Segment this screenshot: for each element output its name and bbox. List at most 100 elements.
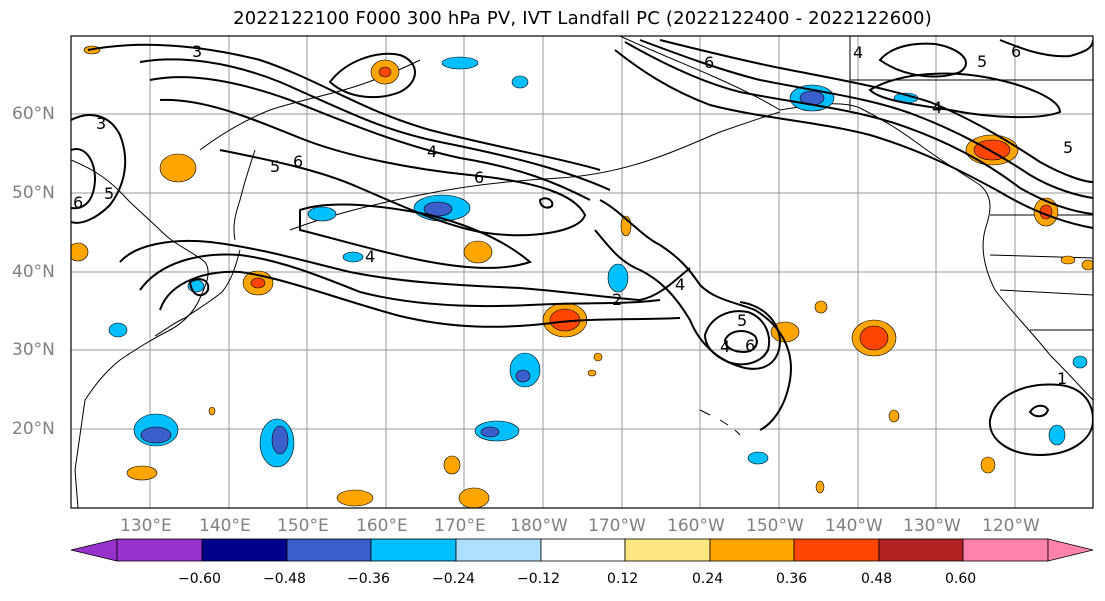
- lat-label: 50°N: [12, 183, 55, 203]
- contour-line: [139, 253, 661, 308]
- colorbar-swatch: [624, 538, 711, 562]
- colorbar-extend-low: [70, 538, 118, 562]
- colorbar-swatch: [540, 538, 626, 562]
- lon-label: 130°E: [120, 516, 172, 536]
- lon-label: 160°W: [667, 516, 725, 536]
- colorbar-swatch: [286, 538, 372, 562]
- pv-blob: [747, 451, 769, 465]
- colorbar-tick: −0.60: [178, 571, 221, 587]
- contour-line: [71, 114, 127, 224]
- pv-blob: [71, 242, 89, 262]
- contour-line: [878, 42, 967, 78]
- kamchatka: [233, 149, 256, 241]
- contour-line: [659, 39, 1093, 183]
- colorbar-swatch: [962, 538, 1049, 562]
- colorbar-tick: −0.48: [263, 571, 306, 587]
- contour-line: [703, 310, 770, 366]
- pv-blob: [973, 139, 1011, 161]
- contour-label: 4: [675, 275, 685, 294]
- pv-blob: [980, 456, 996, 474]
- pv-blob: [307, 206, 337, 222]
- lat-label: 20°N: [12, 419, 55, 439]
- pv-blob: [441, 56, 479, 70]
- pv-blob: [458, 487, 490, 508]
- contour-line: [299, 203, 533, 269]
- pv-blob: [140, 426, 172, 444]
- map-title: 2022122100 F000 300 hPa PV, IVT Landfall…: [233, 8, 932, 29]
- ivt-contours: [71, 39, 1093, 457]
- contour-line: [999, 39, 1093, 58]
- colorbar-swatch: [878, 538, 964, 562]
- contour-line: [1028, 404, 1050, 418]
- pv-blob: [1072, 355, 1088, 369]
- pv-blob: [378, 66, 392, 78]
- contour-label: 5: [737, 311, 747, 330]
- colorbar-tick: −0.24: [432, 571, 475, 587]
- hawaii: [699, 409, 741, 436]
- pv-blob: [208, 406, 216, 416]
- contour-label: 6: [293, 152, 303, 171]
- contour-label-group: 3 3 5 6 4 6 5 6 4 2 4 5 6 4 6 6 4 5 4 5 …: [73, 42, 1073, 388]
- contour-line: [538, 197, 554, 209]
- lon-label: 170°E: [434, 516, 486, 536]
- colorbar-tick: 0.36: [776, 571, 808, 587]
- colorbar-swatch: [201, 538, 288, 562]
- pv-blob: [587, 369, 597, 377]
- lon-label: 180°W: [510, 516, 568, 536]
- contour-label: 6: [73, 193, 83, 212]
- lon-label: 150°W: [746, 516, 804, 536]
- contour-label: 4: [427, 142, 437, 161]
- contour-line: [149, 76, 591, 201]
- pv-blob: [126, 465, 158, 481]
- contour-line: [599, 199, 792, 431]
- contour-label: 5: [1063, 138, 1073, 157]
- contour-label: 5: [977, 52, 987, 71]
- pv-blob: [515, 369, 531, 383]
- pv-blob: [814, 300, 828, 314]
- pv-blob: [888, 409, 900, 423]
- pv-blob: [159, 153, 197, 183]
- pv-blob: [108, 322, 128, 338]
- colorbar-tick: 0.48: [861, 571, 893, 587]
- contour-label: 5: [270, 157, 280, 176]
- contour-label: 4: [853, 43, 863, 62]
- contour-label: 6: [745, 336, 755, 355]
- lon-label: 120°W: [982, 516, 1040, 536]
- colorbar-extend-high: [1047, 538, 1094, 562]
- contour-line: [723, 330, 758, 354]
- map-frame: [70, 35, 1094, 509]
- colorbar-tick: 0.60: [945, 571, 977, 587]
- lon-label: 140°W: [825, 516, 883, 536]
- contour-line: [868, 72, 1062, 119]
- contour-label: 4: [365, 247, 375, 266]
- contour-label: 1: [1057, 369, 1067, 388]
- contour-line: [624, 41, 1093, 215]
- lon-label: 160°E: [356, 516, 408, 536]
- contour-label: 4: [932, 98, 942, 117]
- colorbar-tick: 0.24: [692, 571, 724, 587]
- contour-line: [188, 278, 210, 297]
- colorbar-swatch: [455, 538, 542, 562]
- aleutians: [289, 111, 781, 231]
- pv-blob: [480, 426, 500, 438]
- lat-label: 30°N: [12, 340, 55, 360]
- contour-line: [139, 58, 611, 191]
- lat-label: 40°N: [12, 262, 55, 282]
- pv-blob: [607, 263, 629, 293]
- lat-label: 60°N: [12, 104, 55, 124]
- pv-blob: [511, 75, 529, 89]
- pv-blob: [336, 489, 374, 507]
- pv-blob: [423, 201, 453, 217]
- contour-line: [988, 383, 1093, 457]
- pv-blob: [463, 240, 493, 264]
- contour-line: [614, 49, 1093, 229]
- alaska-coast: [619, 36, 1093, 401]
- contour-line: [71, 148, 97, 210]
- lon-label: 140°E: [199, 516, 251, 536]
- colorbar-swatch: [370, 538, 457, 562]
- pv-blob: [859, 325, 889, 351]
- contour-line: [119, 239, 691, 302]
- pv-blob: [1060, 255, 1076, 265]
- lon-label: 150°E: [277, 516, 329, 536]
- contour-label: 2: [612, 290, 622, 309]
